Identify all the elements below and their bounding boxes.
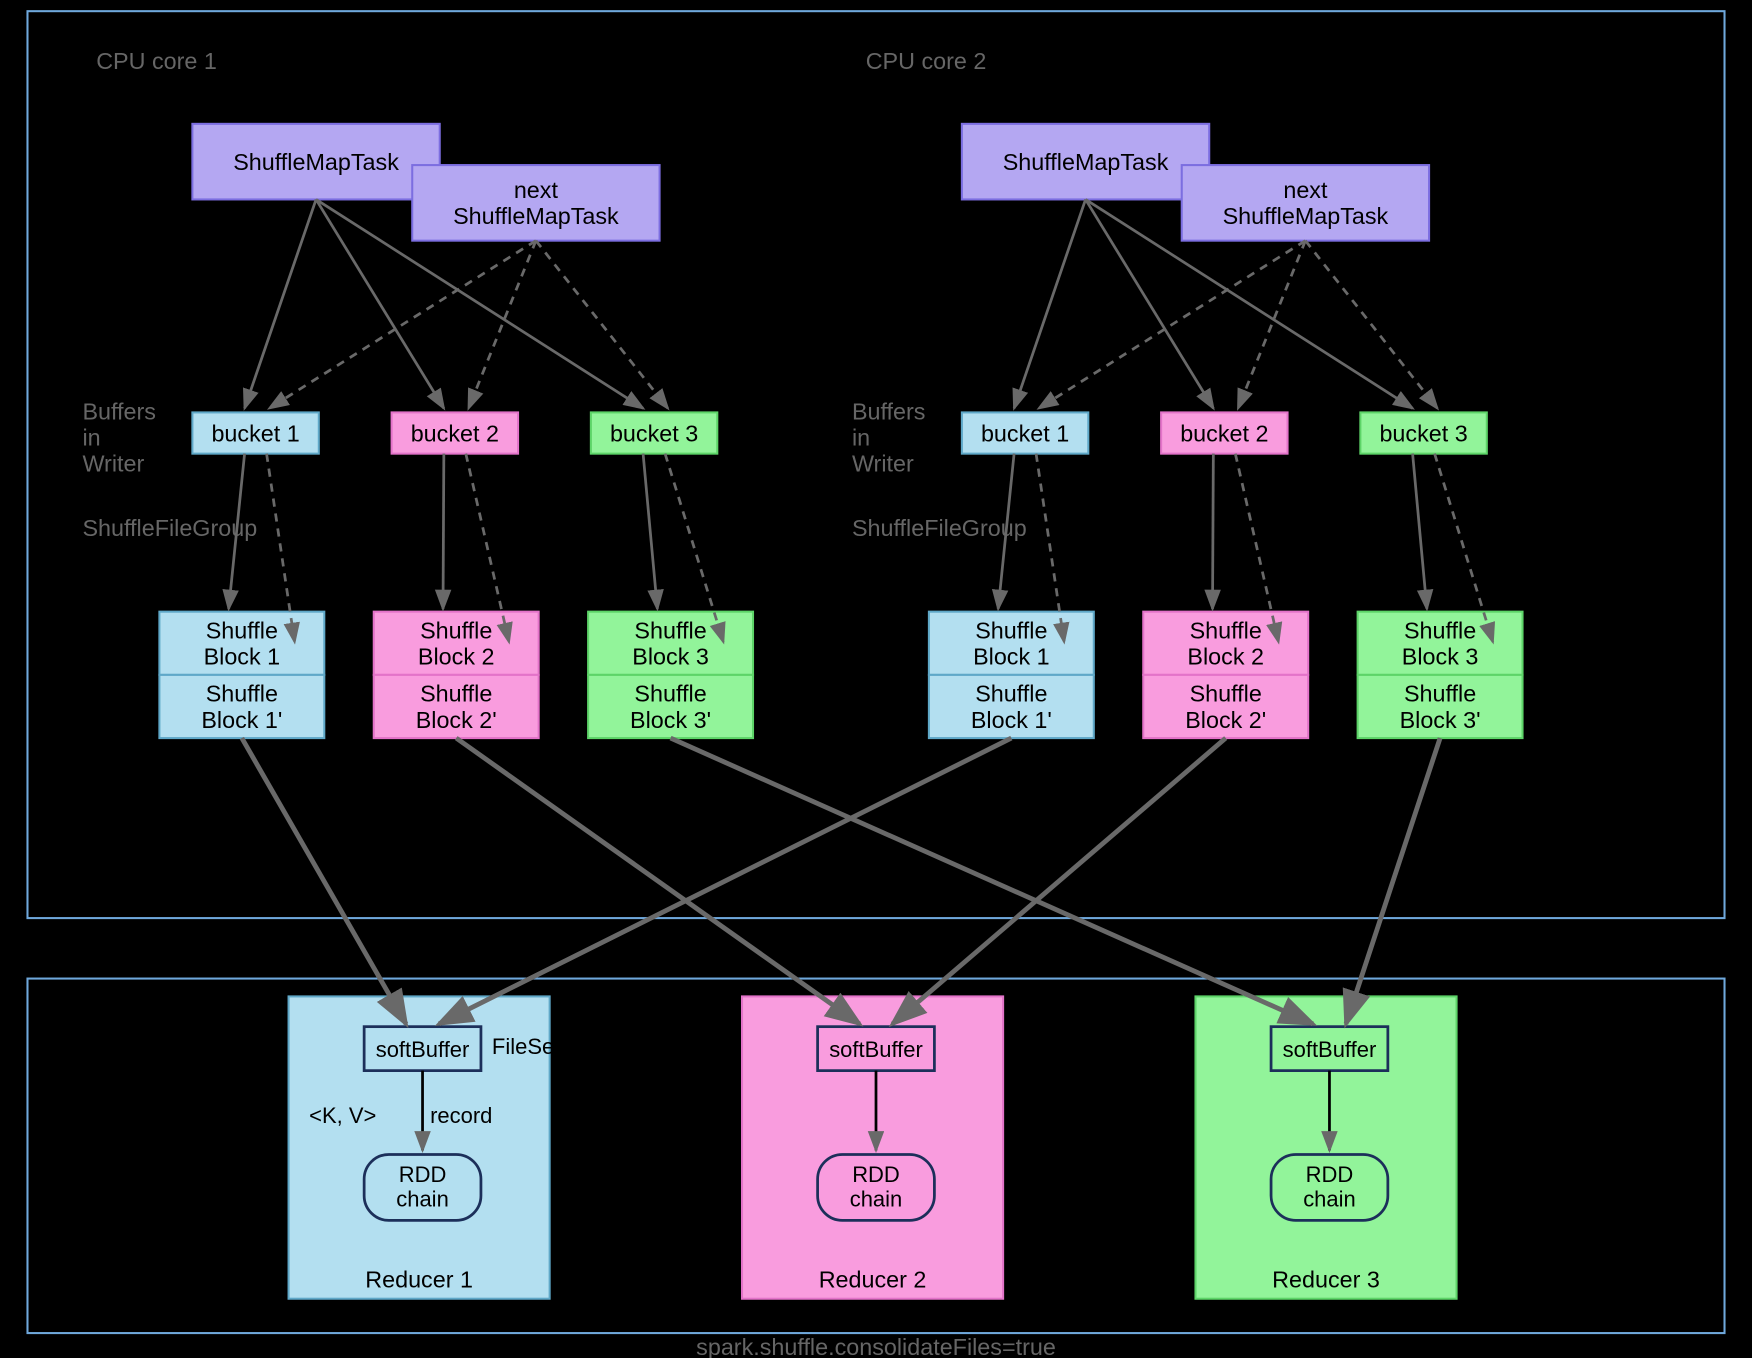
rdd-text: chain (396, 1187, 449, 1212)
shuffle-block-1-text: Block 1 (973, 644, 1050, 670)
shuffle-block-2-prime-text: Shuffle (420, 681, 492, 707)
filesegment-label: FileSegment (492, 1034, 615, 1059)
bucket-3-text: bucket 3 (1379, 420, 1467, 446)
shuffle-block-3-text: Block 3 (632, 644, 709, 670)
rdd-text: RDD (852, 1162, 900, 1187)
footer-text: spark.shuffle.consolidateFiles=true (696, 1334, 1056, 1358)
kv-label-left: <K, V> (309, 1103, 376, 1128)
shuffle-map-task-text: ShuffleMapTask (1003, 149, 1169, 175)
sfg-label: ShuffleFileGroup (852, 515, 1027, 541)
shuffle-block-1-text: Shuffle (206, 617, 278, 643)
shuffle-block-3-prime-text: Block 3' (1400, 707, 1481, 733)
softbuffer-text: softBuffer (376, 1037, 470, 1062)
buffers-label: Writer (82, 451, 144, 477)
shuffle-block-2-text: Block 2 (1187, 644, 1264, 670)
shuffle-block-2-text: Block 2 (418, 644, 495, 670)
buffers-label: in (852, 424, 870, 450)
bucket-1-text: bucket 1 (211, 420, 299, 446)
reducer-label: Reducer 1 (365, 1267, 473, 1293)
buffers-label: Buffers (852, 398, 926, 424)
diagram-svg: CPU core 1ShuffleMapTasknextShuffleMapTa… (0, 0, 1752, 1358)
shuffle-map-task-text: ShuffleMapTask (233, 149, 399, 175)
buffers-label: Writer (852, 451, 914, 477)
rdd-text: chain (1303, 1187, 1356, 1212)
shuffle-block-2-prime-text: Block 2' (1185, 707, 1266, 733)
kv-label-right: record (430, 1103, 492, 1128)
shuffle-block-2-text: Shuffle (1190, 617, 1262, 643)
shuffle-block-1-prime-text: Shuffle (975, 681, 1047, 707)
shuffle-block-1-prime-text: Block 1' (971, 707, 1052, 733)
shuffle-block-3-text: Shuffle (1404, 617, 1476, 643)
shuffle-block-2-prime-text: Shuffle (1190, 681, 1262, 707)
next-shuffle-map-task-text: next (1283, 177, 1328, 203)
rdd-text: RDD (399, 1162, 447, 1187)
bucket-3-text: bucket 3 (610, 420, 698, 446)
shuffle-block-2-text: Shuffle (420, 617, 492, 643)
shuffle-block-1-text: Shuffle (975, 617, 1047, 643)
core-title: CPU core 1 (96, 48, 217, 74)
next-shuffle-map-task-text: ShuffleMapTask (453, 203, 619, 229)
bucket-2-text: bucket 2 (1180, 420, 1268, 446)
shuffle-block-1-text: Block 1 (204, 644, 281, 670)
softbuffer-text: softBuffer (1283, 1037, 1377, 1062)
shuffle-block-3-prime-text: Block 3' (630, 707, 711, 733)
arrow-bucket-block-2 (1213, 454, 1214, 609)
arrow-bucket-block-2 (443, 454, 444, 609)
shuffle-block-1-prime-text: Block 1' (201, 707, 282, 733)
shuffle-block-1-prime-text: Shuffle (206, 681, 278, 707)
shuffle-block-3-text: Block 3 (1402, 644, 1479, 670)
next-shuffle-map-task-text: next (514, 177, 559, 203)
reducer-label: Reducer 2 (819, 1267, 927, 1293)
shuffle-block-3-prime-text: Shuffle (1404, 681, 1476, 707)
reducer-label: Reducer 3 (1272, 1267, 1380, 1293)
buffers-label: Buffers (82, 398, 156, 424)
diagram-root: CPU core 1ShuffleMapTasknextShuffleMapTa… (0, 0, 1752, 1358)
core-title: CPU core 2 (866, 48, 987, 74)
bucket-1-text: bucket 1 (981, 420, 1069, 446)
next-shuffle-map-task-text: ShuffleMapTask (1223, 203, 1389, 229)
softbuffer-text: softBuffer (829, 1037, 923, 1062)
sfg-label: ShuffleFileGroup (82, 515, 257, 541)
rdd-text: RDD (1306, 1162, 1354, 1187)
bucket-2-text: bucket 2 (411, 420, 499, 446)
shuffle-block-2-prime-text: Block 2' (416, 707, 497, 733)
buffers-label: in (82, 424, 100, 450)
shuffle-block-3-prime-text: Shuffle (634, 681, 706, 707)
shuffle-block-3-text: Shuffle (634, 617, 706, 643)
rdd-text: chain (850, 1187, 903, 1212)
